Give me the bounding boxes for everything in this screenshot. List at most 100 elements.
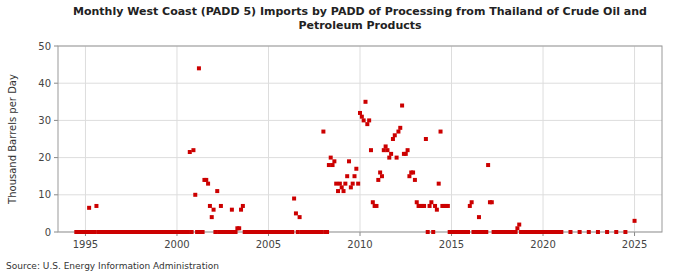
point <box>349 185 353 189</box>
point <box>559 230 563 234</box>
point <box>477 215 481 219</box>
grid <box>58 46 662 232</box>
point <box>191 148 195 152</box>
title-line: Monthly West Coast (PADD 5) Imports by P… <box>73 5 647 18</box>
point <box>338 182 342 186</box>
point <box>85 230 89 234</box>
point <box>384 144 388 148</box>
point <box>515 226 519 230</box>
point <box>358 111 362 115</box>
point <box>466 230 470 234</box>
point <box>404 152 408 156</box>
point <box>486 163 490 167</box>
point <box>188 150 192 154</box>
chart-container: 010203040501995200020052010201520202025M… <box>0 0 675 275</box>
point <box>398 126 402 130</box>
point <box>468 204 472 208</box>
point <box>351 182 355 186</box>
point <box>385 148 389 152</box>
point <box>407 174 411 178</box>
point <box>374 204 378 208</box>
grid-line <box>451 46 452 232</box>
point <box>587 230 591 234</box>
point <box>369 148 373 152</box>
point <box>292 197 296 201</box>
point <box>94 204 98 208</box>
point <box>431 230 435 234</box>
plot-frame <box>58 46 662 232</box>
point <box>428 204 432 208</box>
y-tick-label: 10 <box>38 189 51 200</box>
point <box>87 206 91 210</box>
point <box>433 204 437 208</box>
grid-line <box>176 46 177 232</box>
point <box>296 230 300 234</box>
point <box>219 204 223 208</box>
x-tick <box>634 232 635 236</box>
point <box>424 137 428 141</box>
point <box>206 182 210 186</box>
grid-line <box>543 46 544 232</box>
point <box>426 230 430 234</box>
annotation: Source: U.S. Energy Information Administ… <box>6 261 219 271</box>
grid-line <box>268 46 269 232</box>
x-tick-label: 2015 <box>439 239 464 250</box>
point <box>294 211 298 215</box>
point <box>578 230 582 234</box>
y-axis-label: Thousand Barrels per Day <box>7 74 18 205</box>
x-tick-label: 2005 <box>256 239 281 250</box>
plot-area <box>58 46 662 232</box>
x-tick <box>360 232 361 236</box>
point <box>190 230 194 234</box>
point <box>633 219 637 223</box>
point <box>391 137 395 141</box>
point <box>360 115 364 119</box>
point <box>422 204 426 208</box>
title: Monthly West Coast (PADD 5) Imports by P… <box>73 5 647 32</box>
point <box>204 178 208 182</box>
y-tick-label: 40 <box>38 78 51 89</box>
point <box>439 130 443 134</box>
point <box>354 167 358 171</box>
point <box>210 215 214 219</box>
y-tick-label: 50 <box>38 41 51 52</box>
point <box>237 226 241 230</box>
point <box>195 230 199 234</box>
point <box>201 230 205 234</box>
point <box>376 178 380 182</box>
grid-line <box>360 46 361 232</box>
y-tick-label: 0 <box>45 227 51 238</box>
point <box>213 230 217 234</box>
point <box>208 204 212 208</box>
point <box>406 148 410 152</box>
grid-line <box>85 46 86 232</box>
point <box>193 193 197 197</box>
point <box>217 230 221 234</box>
title-line: Petroleum Products <box>298 19 422 32</box>
point <box>396 130 400 134</box>
x-tick-label: 2020 <box>530 239 555 250</box>
point <box>517 223 521 227</box>
y-tick <box>54 232 58 233</box>
point <box>332 159 336 163</box>
point <box>413 178 417 182</box>
point <box>343 182 347 186</box>
point <box>382 148 386 152</box>
y-tick-label: 30 <box>38 115 51 126</box>
point <box>230 208 234 212</box>
point <box>362 118 366 122</box>
point <box>596 230 600 234</box>
point <box>393 133 397 137</box>
point <box>365 122 369 126</box>
point <box>389 152 393 156</box>
y-tick <box>54 120 58 121</box>
y-tick <box>54 83 58 84</box>
point <box>228 230 232 234</box>
point <box>415 200 419 204</box>
point <box>329 156 333 160</box>
point <box>623 230 627 234</box>
point <box>336 189 340 193</box>
point <box>340 185 344 189</box>
point <box>93 230 97 234</box>
y-tick <box>54 46 58 47</box>
